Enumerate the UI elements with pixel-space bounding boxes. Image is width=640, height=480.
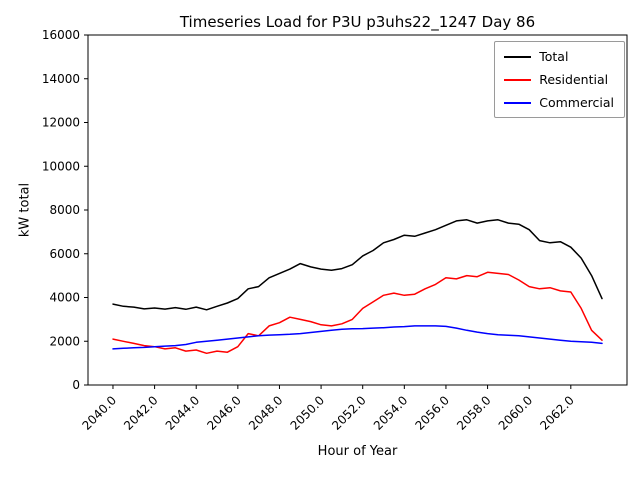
residential-line-swatch (504, 78, 532, 81)
x-tick-label: 2054.0 (371, 393, 411, 433)
legend: Total Residential Commercial (494, 41, 625, 118)
legend-item-commercial: Commercial (504, 95, 614, 110)
y-tick-label: 12000 (42, 116, 80, 130)
legend-item-residential: Residential (504, 72, 614, 87)
x-tick-label: 2050.0 (288, 393, 328, 433)
x-tick-label: 2042.0 (121, 393, 161, 433)
y-axis-label: kW total (17, 182, 33, 238)
series-line-residential (112, 271, 603, 355)
legend-label-residential: Residential (539, 72, 609, 87)
y-tick-label: 10000 (42, 159, 80, 173)
legend-label-total: Total (539, 49, 569, 64)
series-line-total (112, 219, 603, 311)
x-tick-label: 2044.0 (163, 393, 203, 433)
x-tick-label: 2062.0 (537, 393, 577, 433)
y-tick-label: 14000 (42, 72, 80, 86)
x-tick-label: 2056.0 (412, 393, 452, 433)
y-tick-label: 6000 (49, 247, 80, 261)
y-tick-label: 16000 (42, 28, 80, 42)
x-axis-label: Hour of Year (317, 444, 398, 459)
x-tick-label: 2040.0 (79, 393, 119, 433)
y-tick-label: 4000 (49, 291, 80, 305)
x-tick-label: 2058.0 (454, 393, 494, 433)
y-tick-label: 2000 (49, 334, 80, 348)
legend-label-commercial: Commercial (539, 95, 614, 110)
series-line-commercial (112, 325, 603, 350)
x-tick-label: 2060.0 (496, 393, 536, 433)
x-tick-label: 2048.0 (246, 393, 286, 433)
x-tick-label: 2046.0 (204, 393, 244, 433)
y-tick-label: 0 (72, 378, 80, 392)
commercial-line-swatch (504, 101, 532, 104)
chart-title: Timeseries Load for P3U p3uhs22_1247 Day… (179, 13, 536, 31)
total-line-swatch (504, 55, 532, 58)
x-tick-label: 2052.0 (329, 393, 369, 433)
legend-item-total: Total (504, 49, 614, 64)
y-tick-label: 8000 (49, 203, 80, 217)
